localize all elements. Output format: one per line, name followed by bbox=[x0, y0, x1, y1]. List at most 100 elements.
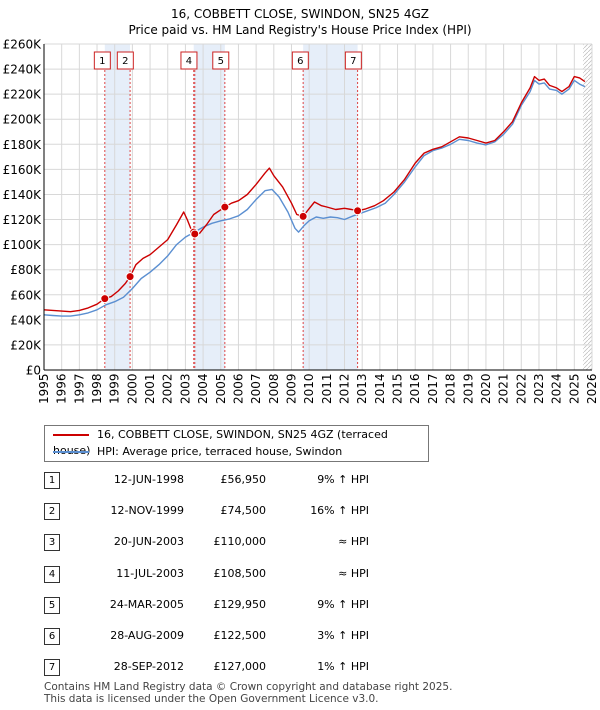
sale-hpi-diff: 3% ↑ HPI bbox=[317, 629, 369, 642]
x-tick-label: 2003 bbox=[178, 373, 192, 404]
legend-item-hpi: HPI: Average price, terraced house, Swin… bbox=[53, 444, 342, 460]
legend-label-hpi: HPI: Average price, terraced house, Swin… bbox=[97, 445, 343, 458]
footer-copyright: Contains HM Land Registry data © Crown c… bbox=[44, 681, 453, 693]
legend: 16, COBBETT CLOSE, SWINDON, SN25 4GZ (te… bbox=[44, 425, 429, 462]
sale-hpi-diff: ≈ HPI bbox=[338, 535, 369, 548]
shaded-band bbox=[104, 44, 131, 370]
y-tick-label: £120K bbox=[3, 213, 43, 227]
y-tick-label: £160K bbox=[3, 163, 43, 177]
price-chart: 1 2 4 5 6 7 £0 £20K £40K £60K £80K £100K £120K £140K £… bbox=[3, 38, 599, 405]
sale-date: 20-JUN-2003 bbox=[113, 535, 184, 548]
sale-row: 5 24-MAR-2005 £129,950 9% ↑ HPI bbox=[44, 595, 464, 615]
x-tick-label: 2021 bbox=[497, 373, 511, 404]
sale-price: £127,000 bbox=[213, 660, 267, 673]
sale-row: 6 28-AUG-2009 £122,500 3% ↑ HPI bbox=[44, 626, 464, 646]
sale-date: 11-JUL-2003 bbox=[116, 567, 184, 580]
x-tick-label: 2014 bbox=[373, 373, 387, 404]
y-tick-label: £40K bbox=[10, 313, 42, 327]
legend-label-property: 16, COBBETT CLOSE, SWINDON, SN25 4GZ (te… bbox=[53, 428, 388, 457]
x-tick-label: 2012 bbox=[338, 373, 352, 404]
shaded-band bbox=[303, 44, 358, 370]
x-tick-label: 2008 bbox=[267, 373, 281, 404]
y-tick-label: £180K bbox=[3, 138, 43, 152]
footer-licence: This data is licensed under the Open Gov… bbox=[44, 693, 379, 705]
legend-swatch-hpi bbox=[53, 451, 89, 453]
sale-label-text: 7 bbox=[350, 56, 356, 67]
sale-number: 1 bbox=[44, 472, 60, 489]
x-tick-label: 2025 bbox=[567, 373, 581, 404]
sale-date: 28-AUG-2009 bbox=[110, 629, 184, 642]
sale-price: £129,950 bbox=[213, 598, 267, 611]
sale-row: 7 28-SEP-2012 £127,000 1% ↑ HPI bbox=[44, 657, 464, 677]
footer: Contains HM Land Registry data © Crown c… bbox=[44, 681, 452, 705]
sale-date: 24-MAR-2005 bbox=[109, 598, 184, 611]
legend-swatch-property bbox=[53, 434, 89, 436]
sale-label-text: 2 bbox=[122, 56, 128, 67]
sale-label-text: 6 bbox=[297, 56, 303, 67]
sale-row: 1 12-JUN-1998 £56,950 9% ↑ HPI bbox=[44, 470, 464, 490]
sale-label-box bbox=[344, 51, 362, 70]
x-tick-label: 2009 bbox=[284, 373, 298, 404]
sale-hpi-diff: 9% ↑ HPI bbox=[317, 473, 369, 486]
y-tick-label: £140K bbox=[3, 188, 43, 202]
sale-price: £56,950 bbox=[220, 473, 267, 486]
sale-number: 4 bbox=[44, 566, 60, 583]
sale-date: 12-NOV-1999 bbox=[110, 504, 184, 517]
x-tick-label: 2026 bbox=[585, 373, 599, 404]
x-tick-label: 2020 bbox=[479, 373, 493, 404]
chart-subtitle: Price paid vs. HM Land Registry's House … bbox=[128, 23, 472, 37]
x-tick-label: 2004 bbox=[196, 373, 210, 404]
x-tick-label: 2018 bbox=[444, 373, 458, 404]
sale-price: £110,000 bbox=[213, 535, 267, 548]
x-tick-label: 2011 bbox=[320, 373, 334, 404]
sale-hpi-diff: 1% ↑ HPI bbox=[317, 660, 369, 673]
x-tick-label: 1997 bbox=[72, 373, 86, 404]
sale-number: 6 bbox=[44, 628, 60, 645]
y-tick-label: £240K bbox=[3, 63, 43, 77]
x-tick-label: 2015 bbox=[391, 373, 405, 404]
y-tick-label: £200K bbox=[3, 113, 43, 127]
sale-row: 2 12-NOV-1999 £74,500 16% ↑ HPI bbox=[44, 501, 464, 521]
y-tick-label: £20K bbox=[10, 338, 42, 352]
x-tick-label: 2019 bbox=[461, 373, 475, 404]
x-tick-label: 2017 bbox=[426, 373, 440, 404]
legend-item-property: 16, COBBETT CLOSE, SWINDON, SN25 4GZ (te… bbox=[53, 427, 428, 457]
sale-point bbox=[100, 294, 110, 304]
sale-hpi-diff: ≈ HPI bbox=[338, 567, 369, 580]
sale-label-text: 4 bbox=[186, 56, 192, 67]
sale-number: 3 bbox=[44, 534, 60, 551]
x-tick-label: 2013 bbox=[355, 373, 369, 404]
hpi-line bbox=[43, 79, 586, 317]
sale-row: 3 20-JUN-2003 £110,000 ≈ HPI bbox=[44, 532, 464, 552]
sale-label-box bbox=[93, 51, 111, 70]
x-tick-label: 2001 bbox=[143, 373, 157, 404]
forecast-hatch bbox=[583, 44, 592, 370]
chart-title: 16, COBBETT CLOSE, SWINDON, SN25 4GZ bbox=[170, 7, 430, 21]
x-tick-label: 2005 bbox=[214, 373, 228, 404]
sale-label-text: 5 bbox=[218, 56, 224, 67]
sale-label-box bbox=[291, 51, 309, 70]
sale-point bbox=[353, 206, 363, 216]
sale-date: 12-JUN-1998 bbox=[113, 473, 184, 486]
y-tick-label: £260K bbox=[3, 38, 43, 52]
sale-hpi-diff: 9% ↑ HPI bbox=[317, 598, 369, 611]
x-tick-label: 2002 bbox=[161, 373, 175, 404]
sale-hpi-diff: 16% ↑ HPI bbox=[310, 504, 369, 517]
sale-number: 2 bbox=[44, 503, 60, 520]
sale-price: £108,500 bbox=[213, 567, 267, 580]
x-tick-label: 2022 bbox=[514, 373, 528, 404]
x-tick-label: 1996 bbox=[55, 373, 69, 404]
sale-point bbox=[220, 202, 230, 212]
x-tick-label: 2016 bbox=[408, 373, 422, 404]
sale-price: £74,500 bbox=[220, 504, 267, 517]
x-tick-label: 2010 bbox=[302, 373, 316, 404]
sale-number: 7 bbox=[44, 659, 60, 676]
sale-point bbox=[125, 272, 135, 282]
sale-number: 5 bbox=[44, 597, 60, 614]
sale-label-box bbox=[116, 51, 134, 70]
chart-header: 16, COBBETT CLOSE, SWINDON, SN25 4GZ Pri… bbox=[0, 6, 600, 38]
shaded-band bbox=[193, 44, 225, 370]
y-tick-label: £100K bbox=[3, 238, 43, 252]
x-tick-label: 1998 bbox=[90, 373, 104, 404]
sale-row: 4 11-JUL-2003 £108,500 ≈ HPI bbox=[44, 564, 464, 584]
